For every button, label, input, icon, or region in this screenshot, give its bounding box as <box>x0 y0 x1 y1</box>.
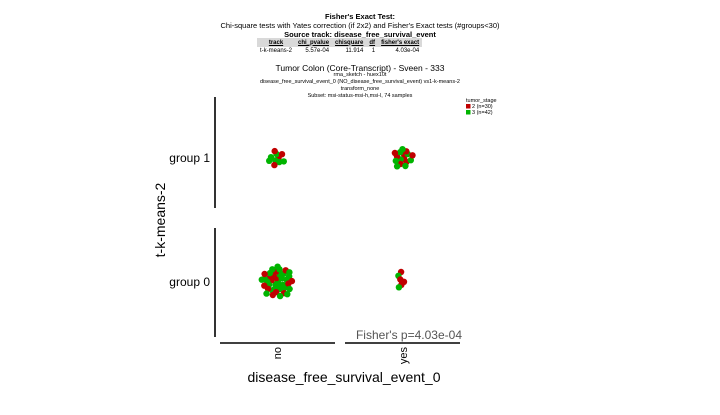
col-chisquare: chisquare <box>332 38 367 47</box>
cell-track: t-k-means-2 <box>260 48 293 54</box>
plot-title: Tumor Colon (Core-Transcript) - Sveen - … <box>275 63 445 73</box>
fisher-p-annotation: Fisher's p=4.03e-04 <box>356 328 462 342</box>
y-tick-label: group 1 <box>169 151 210 165</box>
data-point <box>392 157 399 165</box>
data-point <box>269 266 276 273</box>
col-df: df <box>366 38 379 47</box>
stats-table: track chi_pvalue chisquare df fisher's e… <box>257 38 423 55</box>
data-point <box>271 161 278 169</box>
cell-fisher: 4.03e-04 <box>395 48 420 54</box>
data-point <box>258 276 265 283</box>
data-point <box>276 292 284 300</box>
source-track: Source track: disease_free_survival_even… <box>284 30 436 39</box>
col-chi-pvalue: chi_pvalue <box>295 38 333 47</box>
col-fisher: fisher's exact <box>378 38 423 47</box>
data-point <box>391 149 399 157</box>
col-track: track <box>257 38 296 47</box>
data-point <box>284 291 291 298</box>
data-point <box>393 163 401 170</box>
data-point <box>261 282 268 289</box>
plot-subtitle-2: disease_free_survival_event_0 (NO_diseas… <box>260 79 460 85</box>
plot-subtitle-3: transform_none <box>340 86 380 92</box>
table-row: t-k-means-2 5.57e-04 11.914 1 4.03e-04 <box>257 47 422 55</box>
stats-header-row: track chi_pvalue chisquare df fisher's e… <box>257 38 423 47</box>
data-point <box>409 152 416 159</box>
plot-subtitle-4: Subset: msi-status-msi-h,msi-l, 74 sampl… <box>307 93 413 99</box>
data-point <box>407 157 414 164</box>
data-point <box>286 269 293 276</box>
data-point <box>399 146 406 153</box>
data-point <box>263 290 270 297</box>
data-point <box>271 147 278 155</box>
data-point <box>261 270 268 278</box>
data-point <box>278 151 286 158</box>
legend-swatch <box>466 110 471 115</box>
data-point <box>395 284 403 291</box>
test-description: Chi-square tests with Yates correction (… <box>220 21 500 30</box>
data-point <box>281 284 288 291</box>
cell-chi-pvalue: 5.57e-04 <box>305 48 330 54</box>
cell-df: 1 <box>371 48 376 54</box>
data-point <box>286 285 293 293</box>
legend-label: 2 (n=30) <box>472 104 493 110</box>
legend-label: 3 (n=42) <box>472 110 493 116</box>
legend-swatch <box>466 104 471 109</box>
data-point <box>266 157 273 164</box>
data-point <box>288 277 296 285</box>
data-point <box>274 263 281 270</box>
x-axis-title: disease_free_survival_event_0 <box>247 369 440 385</box>
cell-chisquare: 11.914 <box>345 48 364 54</box>
x-tick-label: yes <box>398 347 410 365</box>
plot-subtitle-1: rma_sketch - huex10t <box>333 72 387 78</box>
legend-title: tumor_stage <box>466 98 497 104</box>
data-point <box>402 162 409 170</box>
y-tick-label: group 0 <box>169 275 210 289</box>
data-point <box>280 158 287 165</box>
data-point <box>269 291 276 299</box>
x-tick-label: no <box>272 347 284 359</box>
test-title: Fisher's Exact Test: <box>324 12 395 21</box>
y-axis-title: t-k-means-2 <box>152 182 168 257</box>
